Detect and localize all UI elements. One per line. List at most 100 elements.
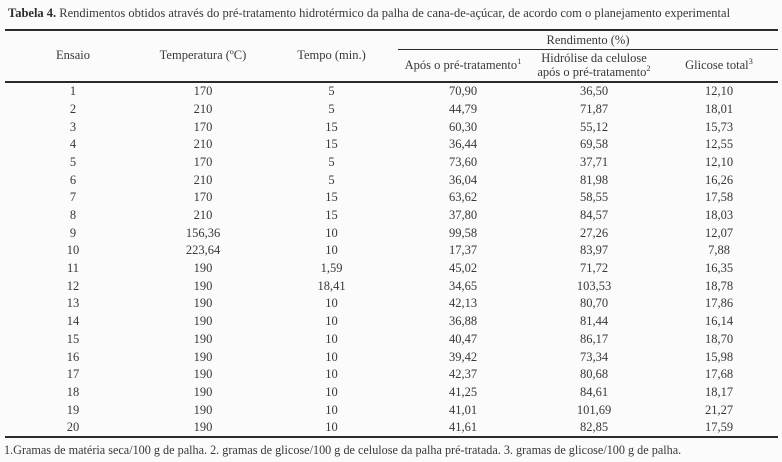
table-cell: 5 — [328, 84, 335, 99]
table-cell: 80,70 — [579, 296, 609, 311]
table-cell: 10 — [325, 225, 338, 240]
column-header-glicose-label: Glicose total — [685, 58, 749, 73]
table-cell: 17,59 — [704, 420, 734, 435]
table-caption-number: Tabela 4. — [8, 6, 57, 20]
table-caption-text: Rendimentos obtidos através do pré-trata… — [56, 6, 731, 20]
table-cell: 12,07 — [704, 225, 734, 240]
table-cell: 82,85 — [579, 420, 609, 435]
table-footnote: 1.Gramas de matéria seca/100 g de palha.… — [4, 443, 682, 458]
table-row: 11 190 1,59 45,02 71,72 16,35 — [5, 260, 778, 278]
table-cell: 15 — [325, 119, 338, 134]
table-cell: 190 — [193, 420, 213, 435]
table-cell: 15 — [325, 137, 338, 152]
table-cell: 5 — [69, 154, 77, 169]
table-cell: 73,34 — [579, 349, 609, 364]
table-cell: 40,47 — [448, 331, 478, 346]
table-cell: 190 — [193, 331, 213, 346]
table-cell: 41,61 — [448, 420, 478, 435]
table-cell: 170 — [193, 190, 213, 205]
table-cell: 7 — [69, 190, 77, 205]
table-row: 5 170 5 73,60 37,71 12,10 — [5, 153, 778, 171]
table-cell: 15 — [325, 190, 338, 205]
table-cell: 190 — [193, 314, 213, 329]
table-cell: 86,17 — [579, 331, 609, 346]
table-cell: 10 — [66, 243, 80, 258]
table-cell: 18,70 — [704, 331, 734, 346]
table-cell: 15 — [325, 208, 338, 223]
table-row: 17 190 10 42,37 80,68 17,68 — [5, 366, 778, 384]
table-row: 18 190 10 41,25 84,61 18,17 — [5, 383, 778, 401]
table-row: 14 190 10 36,88 81,44 16,14 — [5, 313, 778, 331]
table-cell: 18,01 — [704, 101, 734, 116]
table-cell: 190 — [193, 384, 213, 399]
table-cell: 15,73 — [704, 119, 734, 134]
column-header-hidrolise-celulose: Hidrólise da celulose após o pré-tratame… — [528, 49, 660, 83]
table-row: 20 190 10 41,61 82,85 17,59 — [5, 419, 778, 438]
table-cell: 12,55 — [704, 137, 734, 152]
table-cell: 16 — [66, 349, 80, 364]
table-cell: 10 — [325, 296, 338, 311]
table-row: 6 210 5 36,04 81,98 16,26 — [5, 171, 778, 189]
table-cell: 42,13 — [448, 296, 478, 311]
table-cell: 71,87 — [579, 101, 609, 116]
column-header-temperatura: Temperatura (ºC) — [141, 29, 265, 83]
table-cell: 18,03 — [704, 208, 734, 223]
table-cell: 10 — [325, 331, 338, 346]
table-cell: 3 — [69, 119, 77, 134]
table-body: 1 170 5 70,90 36,50 12,10 2 210 5 44,79 71,87 18,01… — [5, 82, 778, 438]
table-cell: 17,37 — [448, 243, 478, 258]
table-cell: 190 — [193, 261, 213, 276]
table-cell: 210 — [193, 101, 213, 116]
table-cell: 9 — [69, 225, 77, 240]
table-cell: 156,36 — [185, 225, 221, 240]
column-header-hidrolise-line2: após o pré-tratamento — [537, 65, 647, 80]
column-header-tempo: Tempo (min.) — [265, 29, 398, 83]
table-cell: 14 — [66, 314, 80, 329]
table-cell: 170 — [193, 119, 213, 134]
table-caption: Tabela 4. Rendimentos obtidos através do… — [0, 0, 782, 22]
table-cell: 18,41 — [317, 278, 346, 293]
table-cell: 170 — [193, 84, 213, 99]
table-cell: 15 — [66, 331, 80, 346]
header-row-sub: Após o pré-tratamento1 Hidrólise da celu… — [5, 49, 778, 83]
table-row: 4 210 15 36,44 69,58 12,55 — [5, 136, 778, 154]
table-cell: 17,58 — [704, 190, 734, 205]
table-cell: 84,57 — [579, 208, 609, 223]
table-cell: 10 — [325, 384, 338, 399]
table-cell: 55,12 — [579, 119, 609, 134]
table-cell: 36,88 — [448, 314, 478, 329]
column-header-apos-pre-tratamento: Após o pré-tratamento1 — [398, 49, 528, 83]
footnote-marker-2: 2 — [646, 62, 651, 73]
table-cell: 5 — [328, 172, 335, 187]
table-cell: 37,80 — [448, 208, 478, 223]
table-cell: 63,62 — [448, 190, 478, 205]
table-cell: 81,98 — [579, 172, 609, 187]
table-cell: 8 — [69, 208, 77, 223]
header-row-group: Ensaio Temperatura (ºC) Tempo (min.) Ren… — [5, 29, 778, 83]
table-cell: 190 — [193, 402, 213, 417]
table-cell: 16,14 — [704, 314, 734, 329]
table-cell: 80,68 — [579, 367, 609, 382]
table-cell: 36,04 — [448, 172, 478, 187]
table-cell: 81,44 — [579, 314, 609, 329]
table-cell: 210 — [193, 137, 213, 152]
table-cell: 210 — [193, 208, 213, 223]
table-cell: 71,72 — [579, 261, 609, 276]
table-row: 10 223,64 10 17,37 83,97 7,88 — [5, 242, 778, 260]
table-cell: 15,98 — [704, 349, 734, 364]
table-cell: 5 — [328, 101, 335, 116]
table-cell: 83,97 — [579, 243, 609, 258]
table-cell: 60,30 — [448, 119, 478, 134]
table-cell: 4 — [69, 137, 77, 152]
table-header: Ensaio Temperatura (ºC) Tempo (min.) Ren… — [5, 29, 778, 83]
table-cell: 10 — [325, 402, 338, 417]
table-cell: 6 — [69, 172, 77, 187]
table-cell: 103,53 — [576, 278, 612, 293]
table-cell: 16,26 — [704, 172, 734, 187]
table-cell: 27,26 — [579, 225, 609, 240]
table-row: 12 190 18,41 34,65 103,53 18,78 — [5, 277, 778, 295]
table-cell: 7,88 — [708, 243, 730, 258]
table-cell: 18,17 — [704, 384, 734, 399]
table-cell: 190 — [193, 278, 213, 293]
